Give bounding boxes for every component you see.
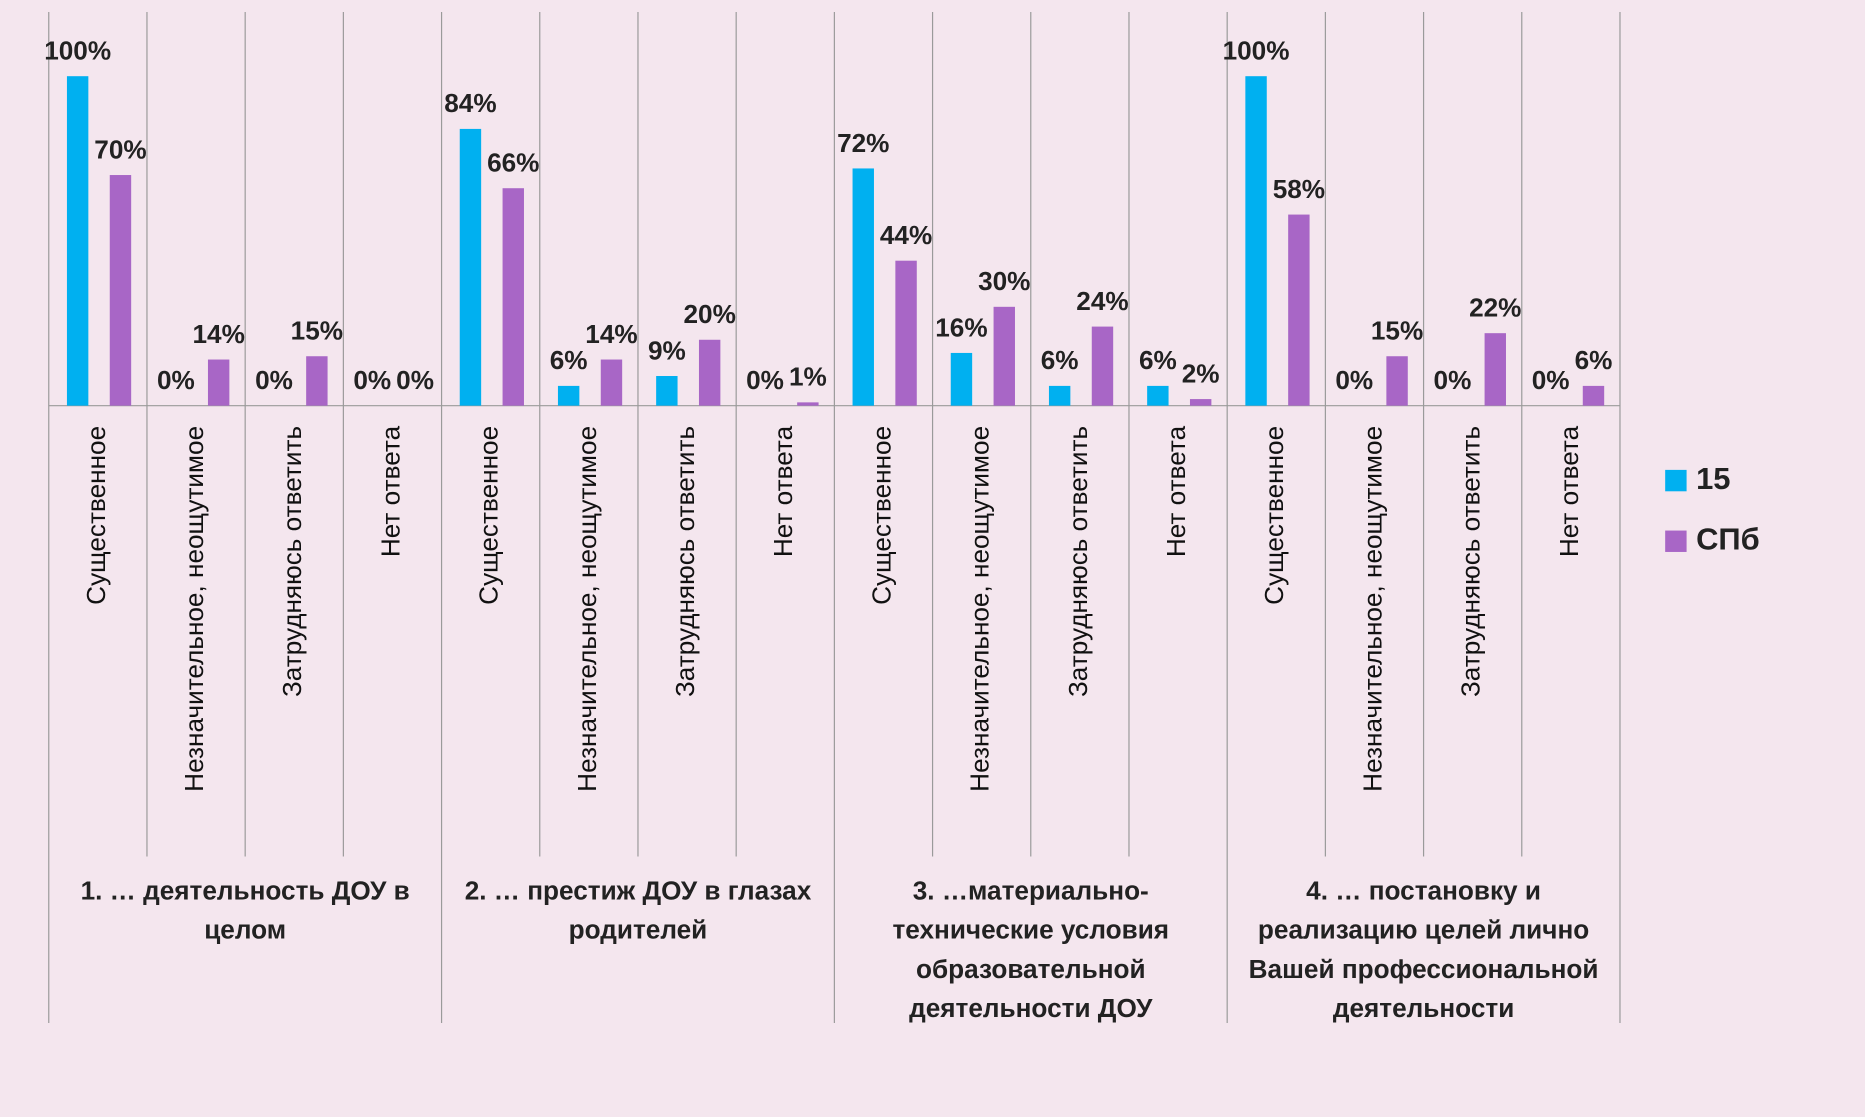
bar — [1583, 386, 1604, 406]
category-label: Нет ответа — [375, 425, 405, 557]
value-label: 72% — [837, 128, 889, 158]
group-label-box: 4. … постановку и реализацию целей лично… — [1234, 871, 1613, 1038]
bar — [656, 376, 677, 406]
category-label: Нет ответа — [768, 425, 798, 557]
bar — [1092, 327, 1113, 406]
chart: 100%0%0%0%84%6%9%0%72%16%6%6%100%0%0%0%7… — [0, 0, 1865, 1117]
category-label: Незначительное, неощутимое — [965, 426, 995, 792]
bar — [994, 307, 1015, 406]
bar — [306, 356, 327, 405]
value-label: 0% — [1532, 365, 1570, 395]
bar — [797, 402, 818, 405]
value-label: 0% — [353, 365, 391, 395]
group-label: 1. … деятельность ДОУ в целом — [56, 871, 435, 950]
value-label: 16% — [935, 312, 987, 342]
value-label: 100% — [44, 36, 111, 66]
bar — [1245, 76, 1266, 405]
value-label: 2% — [1182, 358, 1220, 388]
value-label: 6% — [1139, 345, 1177, 375]
bar — [951, 353, 972, 406]
group-label-box: 3. …материально-технические условия обра… — [842, 871, 1221, 1038]
value-label: 84% — [444, 88, 496, 118]
value-label: 9% — [648, 335, 686, 365]
value-label: 0% — [255, 365, 293, 395]
category-label: Существенное — [81, 426, 111, 605]
value-label: 6% — [1575, 345, 1613, 375]
value-label: 20% — [683, 299, 735, 329]
value-label: 22% — [1469, 293, 1521, 323]
bar — [699, 340, 720, 406]
bar — [1190, 399, 1211, 406]
bar — [601, 360, 622, 406]
value-label: 44% — [880, 220, 932, 250]
category-label: Затрудняюсь ответить — [670, 426, 700, 697]
category-label: Затрудняюсь ответить — [1456, 426, 1486, 697]
category-label: Нет ответа — [1161, 425, 1191, 557]
group-label: 2. … престиж ДОУ в глазах родителей — [449, 871, 828, 950]
category-label: Затрудняюсь ответить — [1063, 426, 1093, 697]
bar — [208, 360, 229, 406]
bar — [1049, 386, 1070, 406]
category-label: Существенное — [474, 426, 504, 605]
value-label: 30% — [978, 266, 1030, 296]
category-label: Незначительное, неощутимое — [1357, 426, 1387, 792]
legend-label: 15 — [1696, 461, 1730, 496]
category-label: Незначительное, неощутимое — [179, 426, 209, 792]
value-label: 0% — [1434, 365, 1472, 395]
bar — [558, 386, 579, 406]
legend-swatch — [1665, 531, 1686, 552]
value-label: 15% — [291, 316, 343, 346]
bar — [110, 175, 131, 406]
category-label: Незначительное, неощутимое — [572, 426, 602, 792]
group-label: 4. … постановку и реализацию целей лично… — [1234, 871, 1613, 1028]
value-label: 24% — [1076, 286, 1128, 316]
value-label: 6% — [1041, 345, 1079, 375]
value-label: 0% — [396, 365, 434, 395]
value-label: 15% — [1371, 316, 1423, 346]
value-label: 100% — [1223, 36, 1290, 66]
bar — [503, 188, 524, 405]
value-label: 0% — [746, 365, 784, 395]
group-label-box: 1. … деятельность ДОУ в целом — [56, 871, 435, 1038]
value-label: 58% — [1273, 174, 1325, 204]
bar — [895, 261, 916, 406]
legend-label: СПб — [1696, 521, 1760, 556]
bar — [67, 76, 88, 405]
category-label: Нет ответа — [1554, 425, 1584, 557]
bar — [853, 168, 874, 405]
category-label: Существенное — [1259, 426, 1289, 605]
value-label: 66% — [487, 148, 539, 178]
category-label: Затрудняюсь ответить — [277, 426, 307, 697]
bar — [460, 129, 481, 406]
bar — [1288, 215, 1309, 406]
value-label: 14% — [585, 319, 637, 349]
value-label: 6% — [550, 345, 588, 375]
value-label: 14% — [192, 319, 244, 349]
value-label: 0% — [157, 365, 195, 395]
bar — [1485, 333, 1506, 405]
bar — [1386, 356, 1407, 405]
group-label-box: 2. … престиж ДОУ в глазах родителей — [449, 871, 828, 1038]
category-label: Существенное — [866, 426, 896, 605]
bar — [1147, 386, 1168, 406]
value-label: 0% — [1335, 365, 1373, 395]
legend-swatch — [1665, 470, 1686, 491]
value-label: 1% — [789, 362, 827, 392]
value-label: 70% — [94, 134, 146, 164]
group-label: 3. …материально-технические условия обра… — [842, 871, 1221, 1028]
